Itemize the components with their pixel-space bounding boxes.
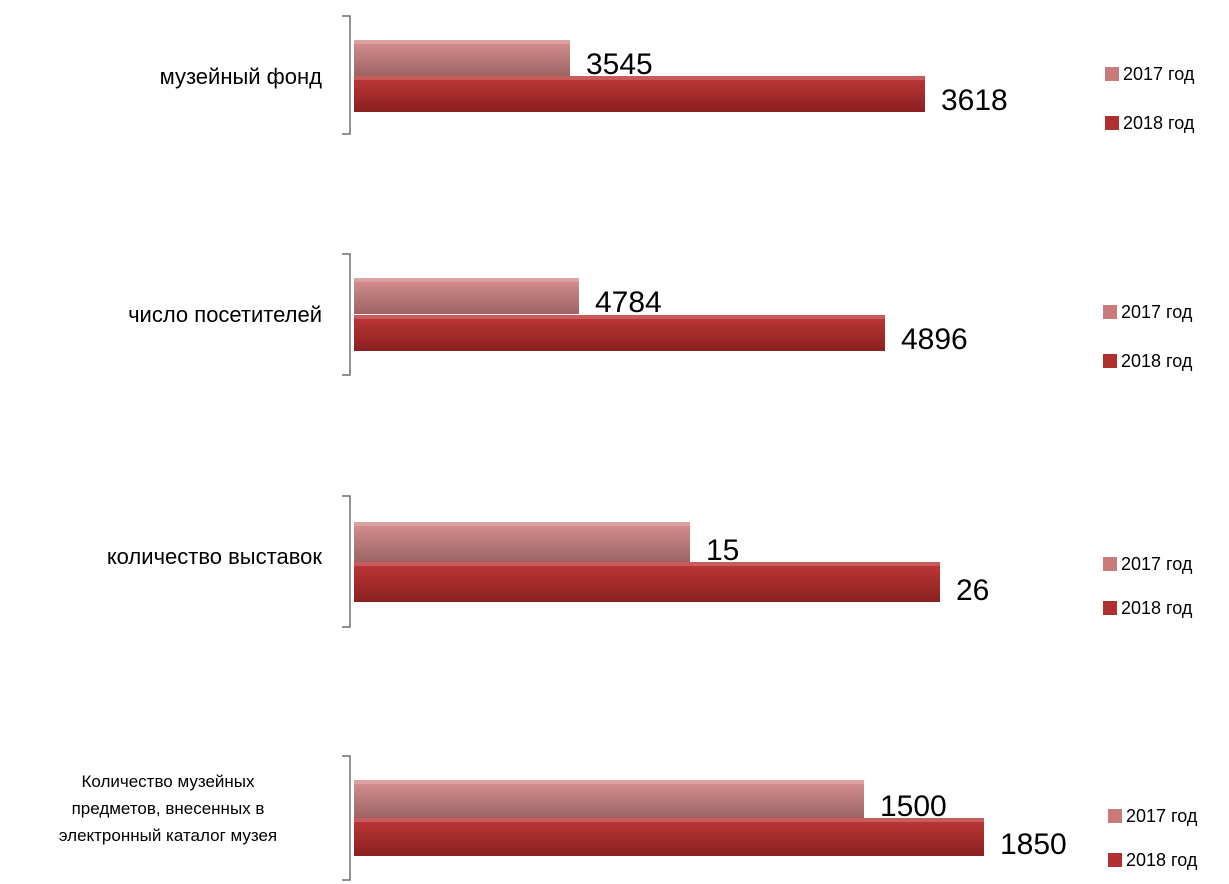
legend-label-2017: 2017 год [1123,64,1195,84]
value-label-2017: 15 [706,534,739,567]
chart-svg: количество выставок 15 26 2017 год 2018 год [107,495,1193,628]
bar-2018 [354,315,885,351]
category-axis [342,253,351,376]
legend-swatch-2018 [1103,601,1117,615]
category-label: количество выставок [107,544,323,569]
legend-label-2018: 2018 год [1121,351,1193,371]
legend-label-2018: 2018 год [1121,598,1193,618]
category-label: число посетителей [128,302,322,327]
category-label: Количество музейных предметов, внесенных … [59,772,277,845]
category-label: музейный фонд [160,64,323,89]
value-label-2017: 4784 [595,286,662,319]
category-axis [342,755,351,881]
bar-2017 [354,522,690,562]
chart-visitors: число посетителей 4784 4896 2017 год 2018 го… [0,220,1229,440]
value-label-2018: 3618 [941,84,1008,117]
legend-swatch-2017 [1108,809,1122,823]
legend-label-2017: 2017 год [1121,554,1193,574]
legend-label-2018: 2018 год [1123,113,1195,133]
chart-exhibitions: количество выставок 15 26 2017 год 2018 год [0,440,1229,660]
category-axis [342,15,351,135]
value-label-2017: 3545 [586,48,653,81]
value-label-2018: 26 [956,574,989,607]
value-label-2018: 1850 [1000,828,1067,861]
value-label-2018: 4896 [901,323,968,356]
category-axis [342,495,351,628]
legend-swatch-2018 [1103,354,1117,368]
legend-label-2017: 2017 год [1121,302,1193,322]
legend-swatch-2018 [1105,116,1119,130]
bar-2017 [354,278,579,314]
chart-svg: Количество музейных предметов, внесенных … [59,755,1198,881]
legend-swatch-2017 [1105,67,1119,81]
bar-2017 [354,780,864,818]
chart-svg: музейный фонд 3545 3618 2017 год 2018 год [160,15,1195,135]
bar-2018 [354,818,984,856]
value-label-2017: 1500 [880,790,947,823]
bar-2018 [354,562,940,602]
bar-2017 [354,40,570,76]
legend-swatch-2017 [1103,557,1117,571]
chart-catalog-items: Количество музейных предметов, внесенных … [0,660,1229,884]
chart-museum-fund: музейный фонд 3545 3618 2017 год 2018 год [0,0,1229,220]
legend-swatch-2017 [1103,305,1117,319]
bar-2018 [354,76,925,112]
legend-swatch-2018 [1108,853,1122,867]
legend-label-2018: 2018 год [1126,850,1198,870]
chart-svg: число посетителей 4784 4896 2017 год 2018 го… [128,253,1193,376]
legend-label-2017: 2017 год [1126,806,1198,826]
